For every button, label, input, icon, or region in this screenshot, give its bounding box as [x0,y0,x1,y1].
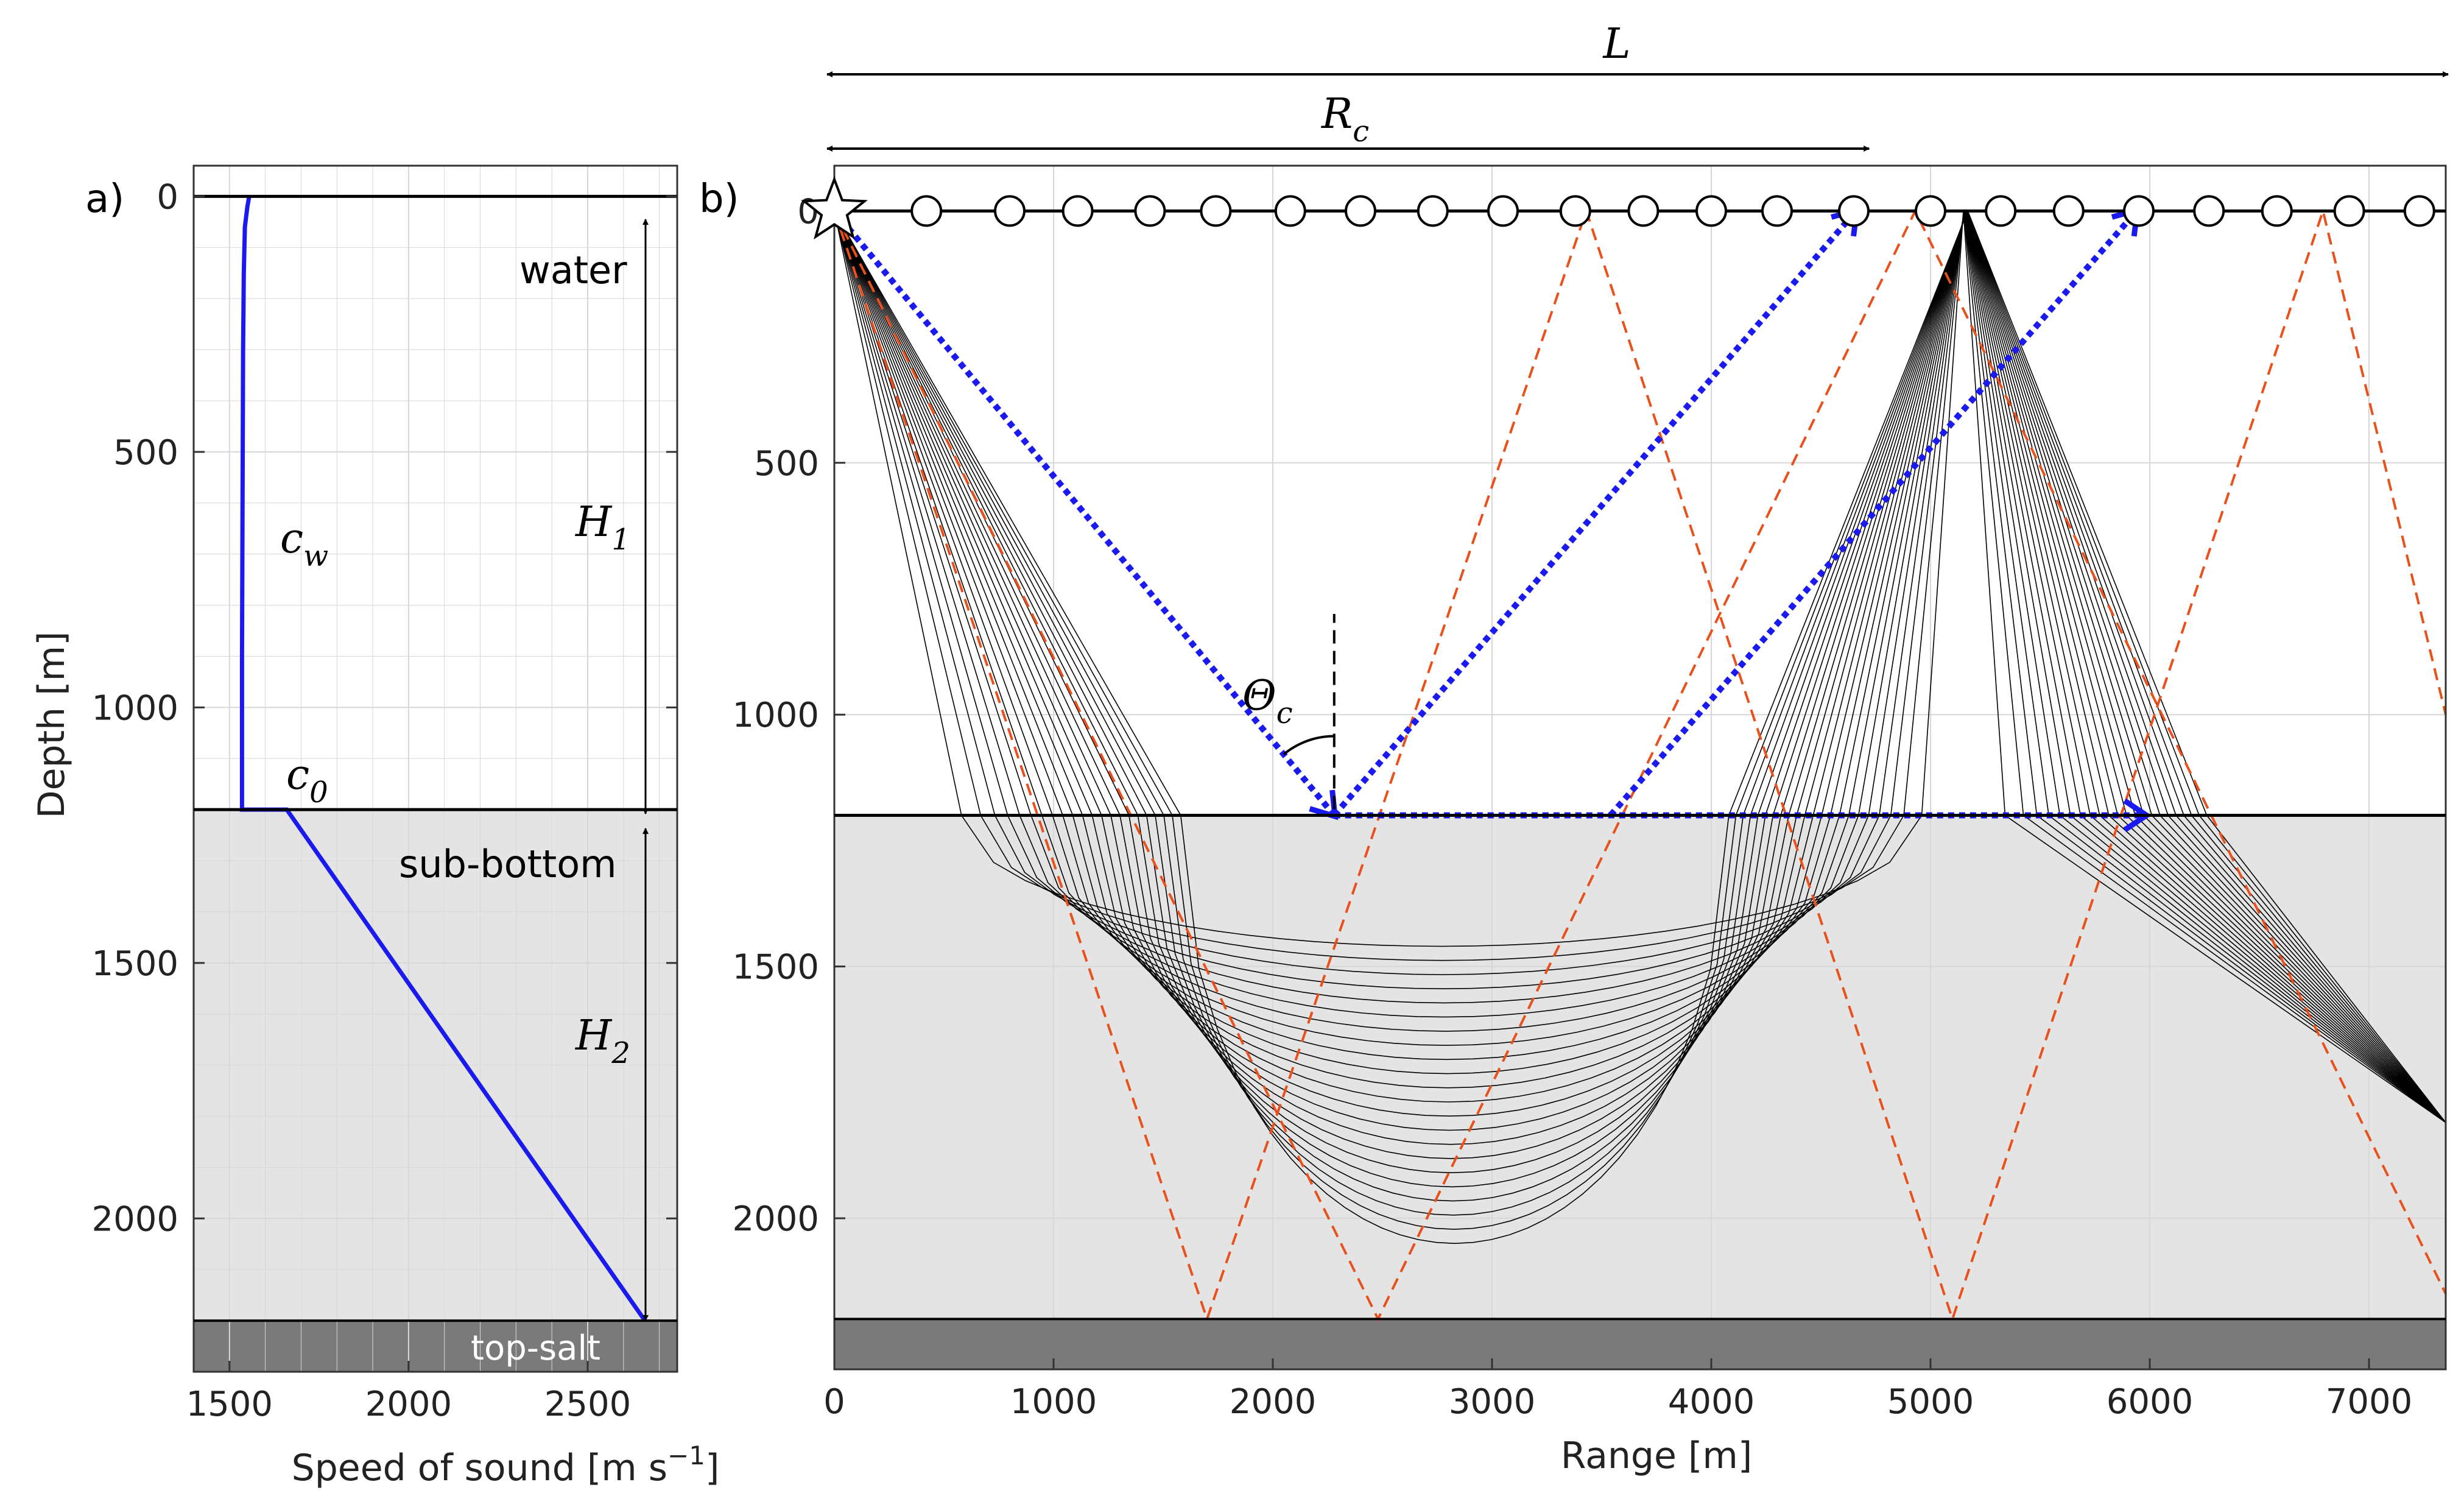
panel-b: b) 0 1000 2000 3000 4000 5000 6000 7000 0 500 100… [699,20,2449,1477]
refracted-ray [834,209,2446,1145]
y-tick-label: 0 [797,192,819,231]
x-tick-label: 6000 [2107,1382,2194,1422]
receiver-circle [2333,195,2365,227]
receiver-circle [1627,195,1660,227]
refracted-ray [834,211,2446,1123]
panel-a-axes [192,164,678,1373]
y-tick-label: 500 [754,444,819,484]
critical-ray-up [1332,206,1860,817]
x-tick-label: 2000 [365,1385,452,1424]
refracted-rays [834,209,2446,1244]
x-tick-label: 2500 [544,1385,632,1424]
panel-a-background [194,810,677,1372]
h1-label: H1 [574,498,630,557]
refracted-ray [834,209,2446,1123]
top-salt-layer [194,1321,677,1372]
refracted-ray [834,209,2446,1174]
receiver-circle [1200,195,1232,227]
sub-bottom-layer [834,815,2446,1319]
receiver-circle [2261,195,2293,227]
x-tick-label: 2000 [1230,1382,1317,1422]
receiver-circle [1134,195,1166,227]
y-tick-label: 1500 [91,944,178,984]
receiver-circle [994,195,1026,227]
receiver-circle [1417,195,1449,227]
panel-a-y-ticks: 0 500 1000 1500 2000 [91,177,677,1239]
refracted-ray [834,210,2446,1216]
c0-label: c0 [286,751,328,810]
receiver-circle [1274,195,1306,227]
panel-b-background [834,815,2446,1369]
receivers [910,195,2435,227]
x-tick-label: 4000 [1668,1382,1755,1422]
receiver-circle [1985,195,2017,227]
refracted-ray [834,210,2446,1244]
receiver-circle [1761,195,1793,227]
panel-a-frame [192,164,678,1373]
receiver-circle [2193,195,2225,227]
l-label: L [1602,20,1630,68]
y-tick-label: 2000 [732,1199,819,1239]
top-salt-label: top-salt [471,1329,600,1368]
receiver-circle [910,195,943,227]
panel-b-x-ticks: 0 1000 2000 3000 4000 5000 6000 7000 [823,1358,2412,1422]
rc-label: Rc [1320,90,1369,149]
panel-b-grid [834,166,2446,1319]
cw-label: cw [280,515,328,573]
receiver-circle [1559,195,1591,227]
h2-label: H2 [574,1012,630,1070]
refracted-ray [834,210,2446,1230]
receiver-circle [1061,195,1094,227]
x-tick-label: 1500 [186,1385,273,1424]
x-tick-label: 0 [823,1382,845,1422]
x-tick-label: 5000 [1887,1382,1974,1422]
y-tick-label: 0 [157,177,178,217]
refracted-ray [834,211,2446,1123]
receiver-circle [1915,195,1946,227]
water-label: water [519,248,627,292]
x-tick-label: 3000 [1449,1382,1536,1422]
panel-a-y-axis-title: Depth [m] [30,631,73,818]
y-tick-label: 1000 [732,696,819,735]
panel-b-label: b) [699,177,739,222]
receiver-circle [1695,195,1727,227]
receiver-circle [1345,195,1376,227]
x-tick-label: 7000 [2326,1382,2413,1422]
panel-b-frame [833,164,2447,1371]
receiver-circle [1838,195,1870,227]
panel-a-label: a) [85,177,124,222]
receiver-circle [2123,195,2155,227]
y-tick-label: 1500 [732,948,819,987]
source-star-icon [801,175,868,240]
y-tick-label: 500 [113,433,178,473]
panel-a-x-axis-title: Speed of sound [m s−1] [292,1441,720,1489]
refracted-ray [834,211,2446,1123]
panel-a: a) 1500 2000 2500 0 500 1000 1500 2000 Speed o… [30,164,720,1489]
receiver-circle [2403,195,2435,227]
top-salt-layer [834,1319,2446,1369]
y-tick-label: 1000 [91,688,178,728]
x-tick-label: 1000 [1010,1382,1097,1422]
theta-arc [1283,735,1334,755]
reflected-ray [833,206,2447,1323]
panel-b-y-ticks: 0 500 1000 1500 2000 [732,192,845,1239]
receiver-circle [2052,195,2085,227]
critical-ray-head-wave_up [1608,206,2141,817]
reflected-rays [833,206,2447,1323]
theta-c-label: Θc [1242,672,1293,730]
panel-b-x-axis-title: Range [m] [1561,1435,1753,1477]
panel-a-x-ticks: 1500 2000 2500 [186,1361,632,1424]
y-tick-label: 2000 [91,1199,178,1239]
sub-bottom-label: sub-bottom [399,842,617,886]
reflected-ray [833,208,2447,1322]
receiver-circle [1487,195,1519,227]
